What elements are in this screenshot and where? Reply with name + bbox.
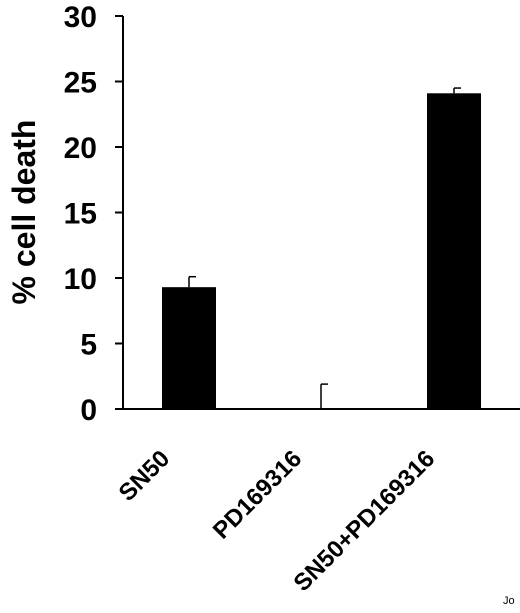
y-tick-label: 5 (80, 329, 97, 362)
y-axis-title: % cell death (6, 120, 42, 305)
y-tick-label: 0 (80, 394, 97, 427)
y-axis: 0 5 10 15 20 25 30 (64, 1, 124, 427)
y-tick-label: 15 (64, 198, 97, 231)
bar (427, 93, 481, 409)
y-tick-label: 30 (64, 1, 97, 34)
y-tick-label: 10 (64, 263, 97, 296)
bar (162, 287, 216, 409)
watermark-text: Jo (503, 595, 515, 607)
category-label: PD169316 (208, 445, 307, 544)
y-tick-label: 25 (64, 67, 97, 100)
category-label: SN50 (114, 445, 176, 507)
bars (162, 93, 481, 409)
category-label: SN50+PD169316 (289, 445, 441, 597)
y-tick-label: 20 (64, 132, 97, 165)
error-bars (188, 87, 461, 409)
